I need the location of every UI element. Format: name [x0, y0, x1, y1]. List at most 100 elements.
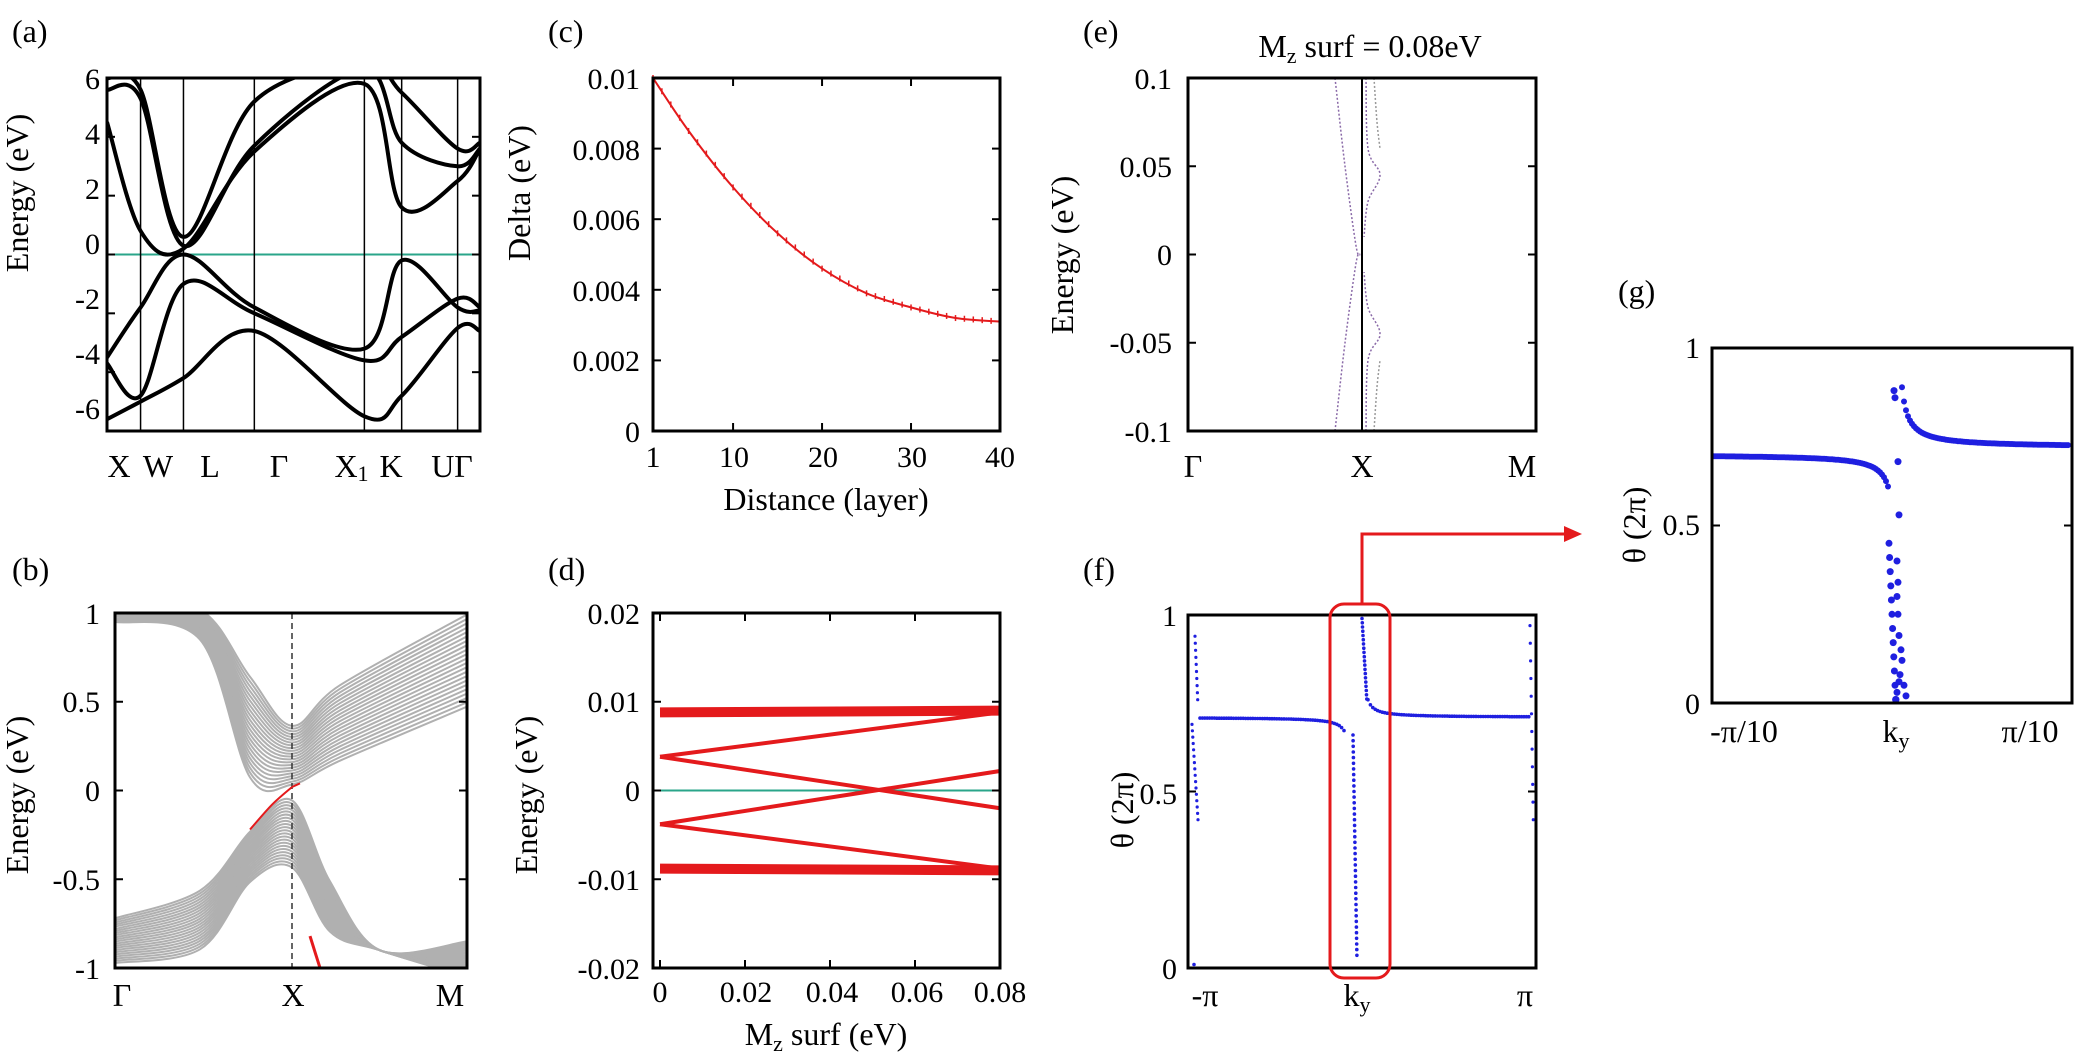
clipped-layer	[115, 613, 467, 968]
wannier-center-point	[1360, 621, 1365, 625]
wannier-center-point	[1351, 767, 1356, 771]
clipped-layer	[1188, 616, 1535, 967]
panel-a-ytick: -4	[75, 338, 100, 371]
panel-e-label: (e)	[1083, 13, 1119, 49]
wannier-center-point	[1354, 897, 1358, 901]
wannier-center-point	[1888, 610, 1896, 618]
panel-c-frame	[651, 76, 1002, 433]
panel-a-ytick: 2	[85, 173, 100, 206]
slab-band-line	[175, 613, 467, 755]
zoom-highlight-box	[1328, 602, 1392, 980]
energy-level-line	[659, 822, 1001, 871]
wannier-center-point	[1361, 642, 1366, 646]
wannier-center-point	[1889, 639, 1897, 647]
panel-f-label: (f)	[1083, 551, 1115, 587]
slab-band-line	[115, 619, 467, 789]
slab-band-line	[115, 832, 467, 962]
wannier-center-point	[1192, 754, 1196, 758]
surface-state-line	[308, 935, 322, 968]
wannier-center-point	[1195, 805, 1199, 809]
wannier-center-point	[1530, 729, 1534, 734]
wannier-center-point	[1191, 735, 1195, 739]
wannier-center-point	[1195, 684, 1199, 688]
panel-d-xlabel: Mz surf (eV)	[745, 1016, 908, 1055]
panel-d-ytick: 0	[625, 775, 640, 808]
panel-b-yticks: 1 0.5 0 -0.5 -1	[53, 598, 101, 986]
panel-f: (f) θ (2π) 1 0.5 0 -π ky π	[1083, 526, 1582, 1017]
panel-d-ylabel: Energy (eV)	[508, 716, 544, 874]
wannier-center-point	[1190, 729, 1194, 733]
wannier-center-point	[1360, 625, 1365, 629]
panel-a-kpoint-label: Γ	[270, 448, 289, 484]
panel-d-xticks: 0 0.02 0.04 0.06 0.08	[653, 976, 1027, 1009]
panel-d-xtick: 0.04	[806, 976, 859, 1009]
surface-band-line	[1373, 360, 1381, 431]
wannier-center-point	[1364, 684, 1368, 689]
surface-band-line	[1373, 78, 1381, 149]
panel-a-kpoint-label: L	[200, 448, 220, 484]
panel-d-ytick: 0.02	[588, 598, 641, 631]
wannier-center-point	[1529, 676, 1533, 681]
slab-band-line	[200, 613, 467, 730]
wannier-center-point	[1351, 738, 1355, 743]
panel-c-yticks: 0.01 0.008 0.006 0.004 0.002 0	[573, 63, 641, 449]
panel-a-kpoint-label: UΓ	[431, 448, 473, 484]
wannier-center-point	[1352, 789, 1356, 794]
panel-e-ytick: 0.05	[1120, 151, 1173, 184]
wannier-center-point	[1193, 767, 1197, 771]
panel-g-label: (g)	[1618, 273, 1655, 309]
panel-e-kpoint-label: M	[1508, 448, 1536, 484]
wannier-center-point	[1194, 662, 1198, 667]
panel-a-kpoint-label: K	[379, 448, 402, 484]
wannier-center-point	[1903, 407, 1909, 414]
panel-a-kpoint-label: X	[334, 448, 357, 484]
band-line	[107, 80, 480, 257]
wannier-center-point	[1890, 653, 1898, 661]
wannier-center-point	[1902, 692, 1910, 700]
wannier-center-point	[1353, 880, 1358, 884]
surface-state-line	[291, 782, 301, 788]
panel-f-ytick: 0	[1162, 953, 1177, 986]
panel-b-ylabel: Energy (eV)	[0, 716, 35, 874]
panel-b-ytick: -0.5	[53, 864, 101, 897]
panel-d-ytick: -0.02	[578, 953, 641, 986]
panel-b-ytick: 1	[85, 598, 100, 631]
wannier-center-point	[1899, 384, 1905, 391]
wannier-center-point	[1895, 511, 1903, 519]
wannier-center-point	[1886, 554, 1894, 561]
wannier-center-point	[1363, 667, 1367, 672]
wannier-center-point	[1190, 722, 1194, 727]
wannier-center-point	[1351, 772, 1356, 777]
panel-e-ytick: 0.1	[1135, 63, 1173, 96]
slab-band-line	[115, 613, 467, 773]
panel-c-xtick: 20	[808, 441, 838, 474]
panel-d-frame	[651, 611, 1002, 970]
panel-g-ytick: 0.5	[1663, 509, 1701, 542]
wannier-center-point	[2065, 442, 2071, 449]
panel-c-xticks: 1 10 20 30 40	[646, 441, 1016, 474]
wannier-center-point	[1894, 610, 1902, 618]
wannier-center-point	[1894, 458, 1902, 466]
slab-band-line	[193, 613, 467, 738]
wannier-center-point	[1900, 681, 1908, 689]
panel-f-xticks: -π ky π	[1192, 977, 1533, 1017]
wannier-center-point	[1363, 671, 1368, 676]
panel-b-kpoints: Γ X M	[113, 977, 464, 1013]
panel-d-ytick: 0.01	[588, 686, 641, 719]
panel-d-xtick: 0.02	[720, 976, 773, 1009]
panel-d-xtick: 0.08	[974, 976, 1027, 1009]
panel-g-ylabel: θ (2π)	[1616, 487, 1652, 564]
wannier-center-point	[1363, 676, 1368, 680]
wannier-center-point	[1530, 765, 1534, 769]
wannier-center-point	[1890, 387, 1898, 395]
panel-a-kpoints: X W L Γ X 1 K UΓ	[107, 448, 472, 486]
wannier-center-point	[1354, 914, 1358, 918]
clipped-layer	[1334, 78, 1381, 431]
zoom-connector-line	[1360, 532, 1570, 604]
panel-c-ytick: 0.008	[573, 134, 641, 167]
surface-band-line	[1334, 78, 1361, 256]
wannier-center-point	[1351, 733, 1355, 737]
wannier-center-point	[1530, 747, 1534, 751]
wannier-center-point	[1339, 725, 1344, 730]
panel-c-ylabel: Delta (eV)	[501, 125, 537, 261]
